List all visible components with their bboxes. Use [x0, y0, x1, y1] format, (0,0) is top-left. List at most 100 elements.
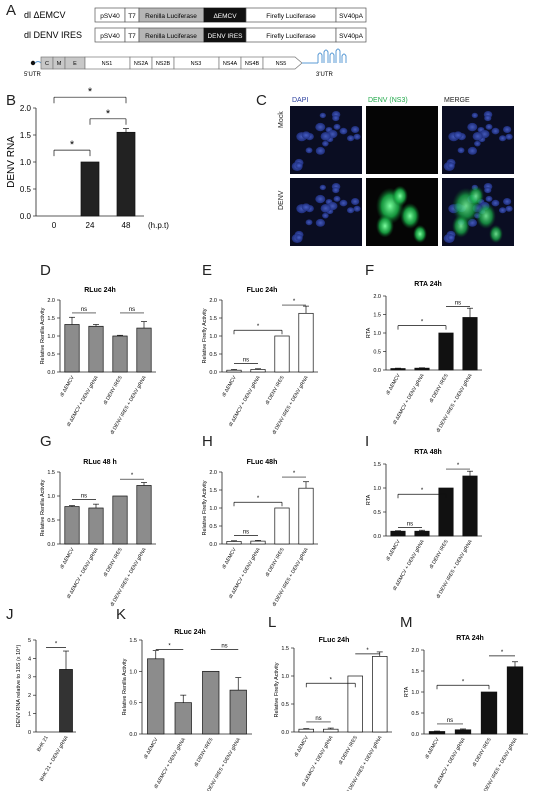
panel-letter-j: J	[6, 606, 14, 623]
sig-label: *	[462, 679, 465, 685]
y-axis-label: Relative Firefly Activity	[202, 480, 208, 535]
nucleus	[485, 123, 493, 130]
y-tick-label: 0.0	[20, 212, 32, 221]
bar	[462, 475, 478, 537]
panel-letter-m: M	[400, 614, 413, 631]
construct-2-label-t7: T7	[128, 33, 136, 40]
nucleus	[339, 127, 348, 135]
panel-letter-a: A	[6, 2, 17, 19]
y-tick-label: 0.5	[20, 185, 32, 194]
y-tick-label: 5	[28, 638, 31, 644]
x-tick-label: 24	[86, 221, 95, 230]
construct-1-label-firefly: Firefly Luciferase	[266, 13, 316, 20]
y-axis-label: RTA	[366, 494, 372, 505]
bar	[147, 658, 165, 735]
nucleus	[498, 135, 507, 142]
bar	[438, 332, 454, 371]
y-tick-label: 3	[28, 675, 31, 681]
genome-segment-ns5	[262, 56, 303, 70]
panel-letter-k: K	[116, 606, 127, 623]
y-tick-label: 1.5	[20, 131, 32, 140]
bar	[480, 691, 498, 735]
bar	[438, 487, 454, 537]
bar	[136, 327, 152, 373]
ns3-signal	[400, 203, 420, 229]
chart-j: 0 1 2 3 4 5 DENV RNA relative to 18S (x 10⁴) BH…	[15, 638, 76, 783]
construct-2-label-renilla: Renilla Luciferase	[145, 33, 197, 40]
sig-label: *	[330, 677, 333, 683]
y-tick-label: 0.0	[281, 730, 289, 736]
nucleus	[505, 133, 513, 140]
y-tick-label: 0.0	[411, 732, 419, 738]
y-tick-label: 1.0	[47, 334, 55, 340]
y-tick-label: 1.5	[47, 470, 55, 476]
nucleus	[315, 122, 326, 132]
micro-title-dapi: DAPI	[292, 97, 309, 104]
nucleus	[301, 131, 311, 139]
genome-label-ns4b: NS4B	[245, 61, 260, 67]
y-tick-label: 0.0	[47, 370, 55, 376]
nucleus	[485, 195, 493, 202]
cap-dot	[30, 60, 36, 66]
y-tick-label: 0.5	[209, 524, 217, 530]
sig-label: *	[106, 108, 111, 120]
chart-title: RLuc 24h	[174, 629, 206, 636]
bar	[298, 312, 314, 373]
genome-label-ns2a: NS2A	[134, 61, 149, 67]
genome-label-ns3: NS3	[191, 61, 202, 67]
y-axis-label: Relative Firefly Activity	[202, 308, 208, 363]
nucleus	[319, 184, 326, 191]
ns3-signal-merge	[468, 185, 484, 207]
construct-1-label-renilla: Renilla Luciferase	[145, 13, 197, 20]
sig-label: ns	[129, 307, 135, 313]
sig-label: ns	[447, 718, 453, 724]
nucleus	[305, 219, 313, 226]
y-tick-label: 2.0	[209, 470, 217, 476]
y-tick-label: 1.0	[129, 669, 137, 675]
nucleus	[295, 162, 303, 169]
bar	[250, 540, 266, 545]
chart-k: 0.0 0.5 1.0 1.5 Relative Renilla Activity RLu…	[122, 629, 252, 791]
y-axis-label: RTA	[366, 327, 372, 338]
genome-label-ns4a: NS4A	[223, 61, 238, 67]
construct-2-label-sv40pa: SV40pA	[339, 33, 364, 40]
y-tick-label: 2.0	[47, 298, 55, 304]
construct-2-name: dl DENV IRES	[24, 30, 82, 40]
ns3-signal	[413, 224, 427, 244]
panel-letter-g: G	[40, 433, 52, 450]
bar	[88, 507, 104, 545]
bar	[414, 530, 430, 537]
nucleus	[332, 187, 340, 194]
y-tick-label: 0.5	[209, 352, 217, 358]
bar	[88, 325, 104, 373]
y-tick-label: 1.0	[373, 331, 381, 337]
sig-label: *	[257, 496, 260, 502]
bar	[323, 728, 339, 733]
nucleus	[315, 146, 326, 155]
y-tick-label: 1.5	[373, 312, 381, 318]
sig-label: *	[293, 299, 296, 305]
genome-label-ns5: NS5	[276, 61, 287, 67]
x-tick-label: dl DENV IRES	[264, 374, 286, 405]
nucleus	[447, 234, 455, 241]
panel-letter-e: E	[202, 262, 213, 279]
nucleus	[457, 147, 465, 154]
bar	[462, 317, 478, 371]
nucleus	[322, 212, 329, 219]
sig-label: *	[88, 86, 93, 98]
nucleus	[339, 199, 348, 207]
construct-2-box-sv40pa	[335, 27, 367, 43]
nucleus	[351, 126, 360, 133]
bar	[174, 702, 192, 735]
nucleus	[467, 122, 478, 132]
y-axis-label: Relative Renilla Activity	[40, 307, 46, 364]
sig-label: *	[168, 643, 171, 649]
y-axis-label: RTA	[404, 686, 410, 697]
x-axis-label: (h.p.t)	[148, 221, 169, 230]
bar	[506, 666, 524, 735]
nucleus	[315, 218, 326, 227]
